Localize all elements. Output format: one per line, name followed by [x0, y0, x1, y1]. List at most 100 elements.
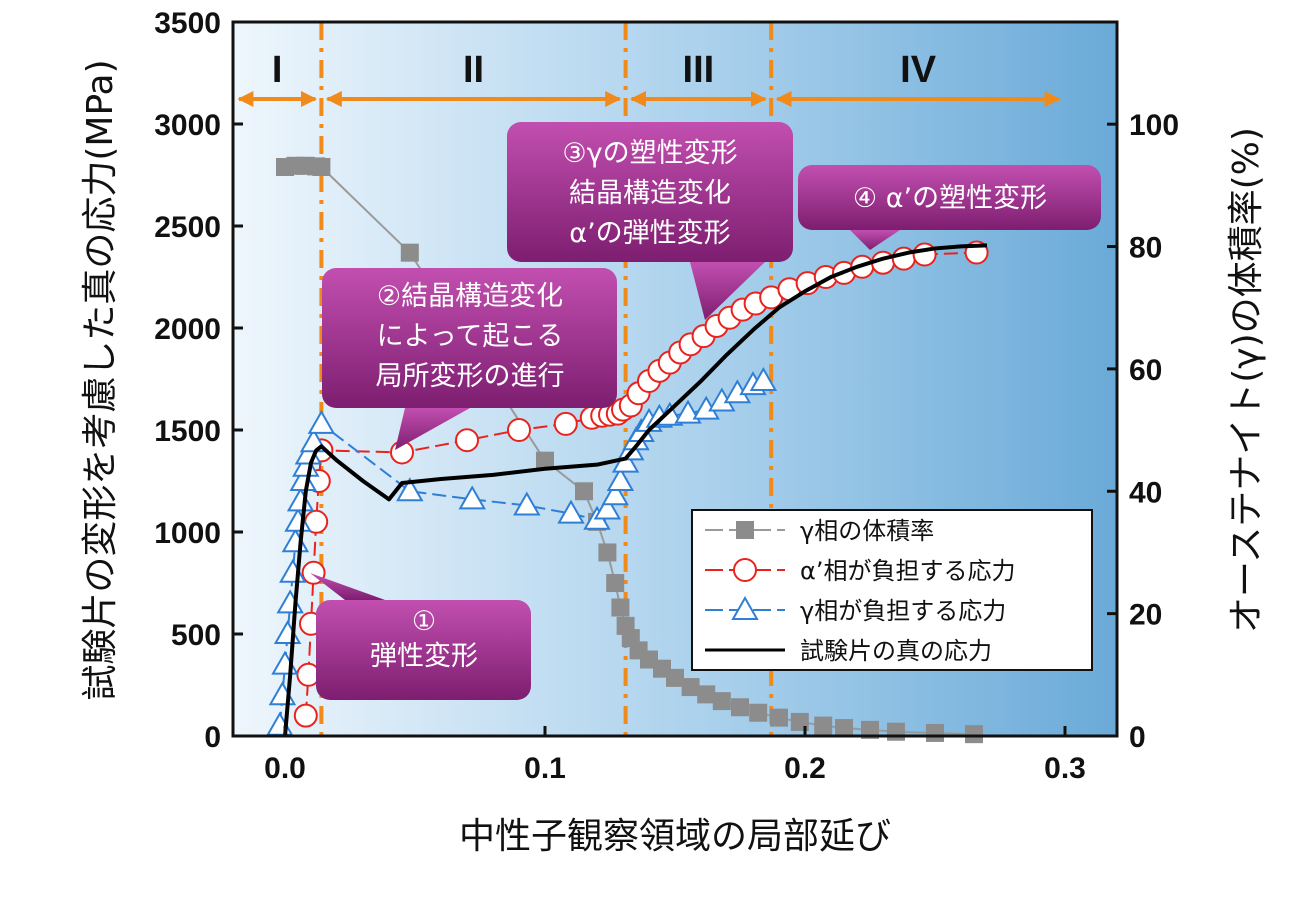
region-label-4: IV	[900, 49, 937, 91]
callout-tail	[690, 262, 765, 320]
y-right-tick-label: 20	[1129, 599, 1162, 632]
callout-text: 局所変形の進行	[376, 361, 565, 392]
legend-marker	[733, 558, 757, 582]
gamma-stress-point	[557, 499, 585, 524]
gamma-volume-point	[749, 703, 768, 722]
x-tick-label: 0.0	[264, 752, 306, 785]
gamma-volume-point	[814, 716, 833, 735]
x-tick-label: 0.3	[1044, 752, 1086, 785]
gamma-volume-point	[598, 543, 617, 562]
gamma-volume-point	[926, 723, 944, 742]
gamma-stress-point	[396, 477, 424, 502]
gamma-volume-point	[887, 722, 905, 741]
series-specimen-stress	[283, 243, 988, 737]
y-axis-title-right: オーステナイト(γ)の体積率(%)	[1226, 127, 1267, 633]
gamma-volume-point	[575, 482, 593, 501]
legend-box	[691, 509, 1093, 671]
y-left-tick-label: 1500	[154, 415, 221, 448]
callout-text: 結晶構造変化	[569, 178, 731, 209]
region-label-2: II	[463, 49, 484, 91]
y-left-tick-label: 2500	[154, 211, 221, 244]
callout-1: ① 弾性変形	[310, 573, 531, 700]
callout-tail	[850, 230, 900, 250]
gamma-volume-point	[861, 720, 879, 739]
specimen-stress-line	[283, 243, 988, 737]
callout-text: ③γの塑性変形	[562, 138, 737, 169]
y-right-tick-label: 80	[1129, 232, 1162, 265]
legend-item: 試験片の真の応力	[705, 637, 992, 665]
y-right-tick-label: 100	[1129, 109, 1179, 142]
legend-label: γ相が負担する応力	[800, 597, 1006, 625]
callout-tail	[310, 573, 385, 600]
callout-text: 弾性変形	[370, 641, 478, 672]
gamma-stress-point	[513, 491, 541, 516]
gamma-volume-point	[312, 158, 331, 177]
y-axis-title-left: 試験片の変形を考慮した真の応力(MPa)	[80, 59, 121, 700]
gamma-stress-point	[606, 466, 635, 491]
gamma-stress-point	[593, 495, 622, 520]
y-left-tick-label: 3000	[154, 109, 221, 142]
x-tick-label: 0.2	[784, 752, 826, 785]
region-label-3: III	[683, 49, 715, 91]
gamma-stress-point	[601, 481, 629, 506]
series-alpha-stress	[293, 240, 989, 728]
axis-ticks: 0.0 0.1 0.2 0.30500100015002000250030003500…	[154, 7, 1179, 785]
y-right-tick-label: 60	[1129, 354, 1162, 387]
region-label-1: I	[272, 49, 283, 91]
y-right-tick-label: 0	[1129, 721, 1146, 754]
alpha-stress-point	[553, 411, 578, 436]
gamma-volume-point	[606, 574, 625, 593]
y-left-tick-label: 2000	[154, 313, 221, 346]
gamma-volume-point	[681, 678, 700, 697]
callout-box	[316, 600, 531, 700]
legend-marker	[736, 521, 754, 539]
callout-box	[507, 122, 793, 262]
x-axis-title: 中性子観察領域の局部延び	[459, 816, 891, 857]
legend-marker	[731, 595, 759, 620]
y-left-tick-label: 1000	[154, 517, 221, 550]
gamma-volume-point	[731, 698, 749, 717]
callout-text: ①	[412, 606, 436, 637]
legend-item: γ相の体積率	[705, 517, 934, 545]
legend-label: α’相が負担する応力	[800, 557, 1015, 585]
callout-box	[798, 165, 1101, 230]
y-left-tick-label: 0	[204, 721, 221, 754]
callout-tail	[395, 408, 470, 450]
gamma-volume-point	[712, 692, 731, 711]
gamma-volume-point	[835, 719, 853, 738]
gamma-stress-point	[458, 485, 486, 510]
callout-text: によって起こる	[377, 321, 564, 352]
plot-frame	[231, 20, 1119, 738]
legend-label: γ相の体積率	[800, 517, 934, 545]
gamma-stress-point	[749, 367, 778, 392]
region-arrows: I II III IV	[237, 49, 1061, 107]
gamma-volume-point	[697, 685, 716, 704]
callout-text: α’の弾性変形	[569, 218, 730, 249]
legend-label: 試験片の真の応力	[800, 637, 992, 665]
alpha-stress-point	[455, 428, 479, 453]
callout-text: ②結晶構造変化	[377, 281, 563, 312]
gamma-stress-point	[307, 409, 336, 434]
series-gamma-stress	[266, 367, 778, 736]
callout-box	[322, 268, 617, 408]
legend-item: γ相が負担する応力	[705, 595, 1006, 625]
y-left-tick-label: 500	[171, 619, 221, 652]
gamma-volume-point	[611, 598, 630, 617]
alpha-stress-point	[507, 418, 531, 442]
alpha-stress-point	[293, 703, 318, 728]
series-gamma-volume	[276, 156, 983, 744]
callout-text: ④ α’の塑性変形	[853, 183, 1047, 214]
x-tick-label: 0.1	[524, 752, 566, 785]
gamma-volume-point	[666, 668, 684, 687]
gamma-volume-point	[400, 243, 419, 262]
legend-item: α’相が負担する応力	[705, 557, 1015, 585]
y-right-tick-label: 40	[1129, 476, 1162, 509]
gamma-volume-point	[965, 725, 983, 744]
gamma-volume-point	[770, 708, 788, 727]
callout-4: ④ α’の塑性変形	[798, 165, 1101, 250]
